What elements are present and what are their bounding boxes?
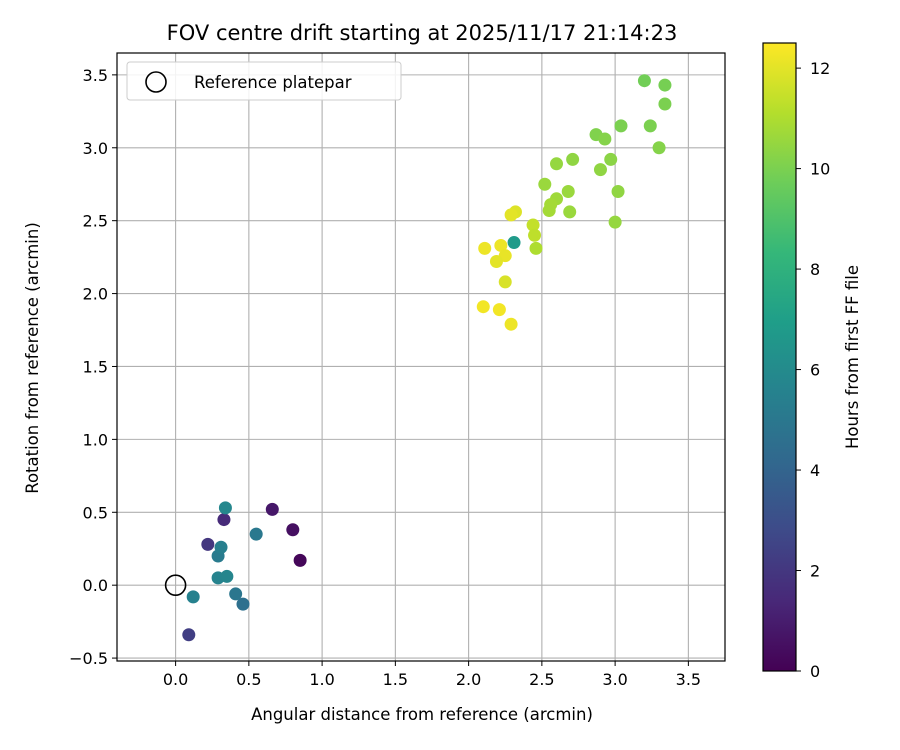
scatter-point [492, 303, 506, 317]
y-tick-label: −0.5 [69, 649, 108, 668]
scatter-point [220, 569, 234, 583]
x-tick-label: 2.5 [529, 670, 554, 689]
scatter-point [476, 300, 490, 314]
scatter-point [566, 152, 580, 166]
scatter-point [217, 513, 231, 527]
scatter-point [218, 501, 232, 515]
scatter-point [658, 97, 672, 111]
scatter-point [561, 185, 575, 199]
y-tick-label: 1.0 [83, 430, 108, 449]
plot-area-frame [116, 52, 726, 662]
colorbar-tick-label: 2 [810, 562, 820, 581]
y-tick-label: 3.5 [83, 66, 108, 85]
scatter-point [286, 523, 300, 537]
scatter-point [494, 238, 508, 252]
legend: Reference platepar [126, 61, 402, 101]
scatter-point [498, 275, 512, 289]
chart-title: FOV centre drift starting at 2025/11/17 … [167, 21, 678, 45]
scatter-point [528, 228, 542, 242]
y-tick-label: 0.0 [83, 576, 108, 595]
y-tick-label: 2.5 [83, 212, 108, 231]
scatter-point [550, 157, 564, 171]
scatter-point [608, 215, 622, 229]
x-tick-label: 3.5 [676, 670, 701, 689]
scatter-point [478, 241, 492, 255]
colorbar-ticks: 0 2 4 6 8 10 12 [796, 59, 830, 681]
scatter-point [182, 628, 196, 642]
x-axis-label: Angular distance from reference (arcmin) [251, 705, 593, 724]
colorbar-label: Hours from first FF file [843, 265, 862, 449]
colorbar-tick-label: 0 [810, 662, 820, 681]
scatter-point [593, 163, 607, 177]
scatter-point [507, 236, 521, 250]
scatter-point [229, 587, 243, 601]
legend-box [126, 61, 402, 101]
colorbar-tick-label: 10 [810, 160, 830, 179]
x-tick-label: 0.0 [163, 670, 188, 689]
y-tick-label: 0.5 [83, 503, 108, 522]
scatter-point [563, 205, 577, 219]
scatter-point [529, 241, 543, 255]
scatter-point [637, 74, 651, 88]
scatter-point [611, 185, 625, 199]
scatter-point [489, 254, 503, 268]
scatter-point [643, 119, 657, 133]
x-tick-label: 2.0 [456, 670, 481, 689]
x-tick-label: 1.5 [383, 670, 408, 689]
scatter-point [538, 177, 552, 191]
x-axis-ticks: 0.0 0.5 1.0 1.5 2.0 2.5 3.0 3.5 [163, 661, 701, 689]
legend-label: Reference platepar [194, 73, 352, 92]
scatter-point [186, 590, 200, 604]
colorbar-tick-label: 6 [810, 361, 820, 380]
scatter-point [249, 527, 263, 541]
scatter-point [504, 317, 518, 331]
scatter-point [526, 218, 540, 232]
colorbar-tick-label: 12 [810, 59, 830, 78]
y-tick-label: 1.5 [83, 357, 108, 376]
x-tick-label: 0.5 [236, 670, 261, 689]
scatter-point [658, 78, 672, 92]
legend-marker-icon [145, 71, 167, 93]
scatter-point [236, 597, 250, 611]
scatter-point [265, 502, 279, 516]
x-tick-label: 1.0 [309, 670, 334, 689]
y-axis-label: Rotation from reference (arcmin) [23, 222, 42, 494]
scatter-point [293, 553, 307, 567]
y-tick-label: 2.0 [83, 285, 108, 304]
x-tick-label: 3.0 [602, 670, 627, 689]
colorbar-tick-label: 4 [810, 461, 820, 480]
scatter-point [542, 203, 556, 217]
scatter-point [614, 119, 628, 133]
scatter-point [201, 537, 215, 551]
scatter-point [604, 152, 618, 166]
y-axis-ticks: −0.5 0.0 0.5 1.0 1.5 2.0 2.5 3.0 3.5 [69, 66, 117, 668]
scatter-points [182, 74, 672, 642]
grid-lines [117, 53, 725, 661]
y-tick-label: 3.0 [83, 139, 108, 158]
scatter-point [652, 141, 666, 155]
colorbar-tick-label: 8 [810, 260, 820, 279]
reference-platepar-marker [164, 574, 187, 596]
scatter-point [598, 132, 612, 146]
scatter-point [214, 540, 228, 554]
colorbar [762, 42, 797, 672]
scatter-point [504, 208, 518, 222]
